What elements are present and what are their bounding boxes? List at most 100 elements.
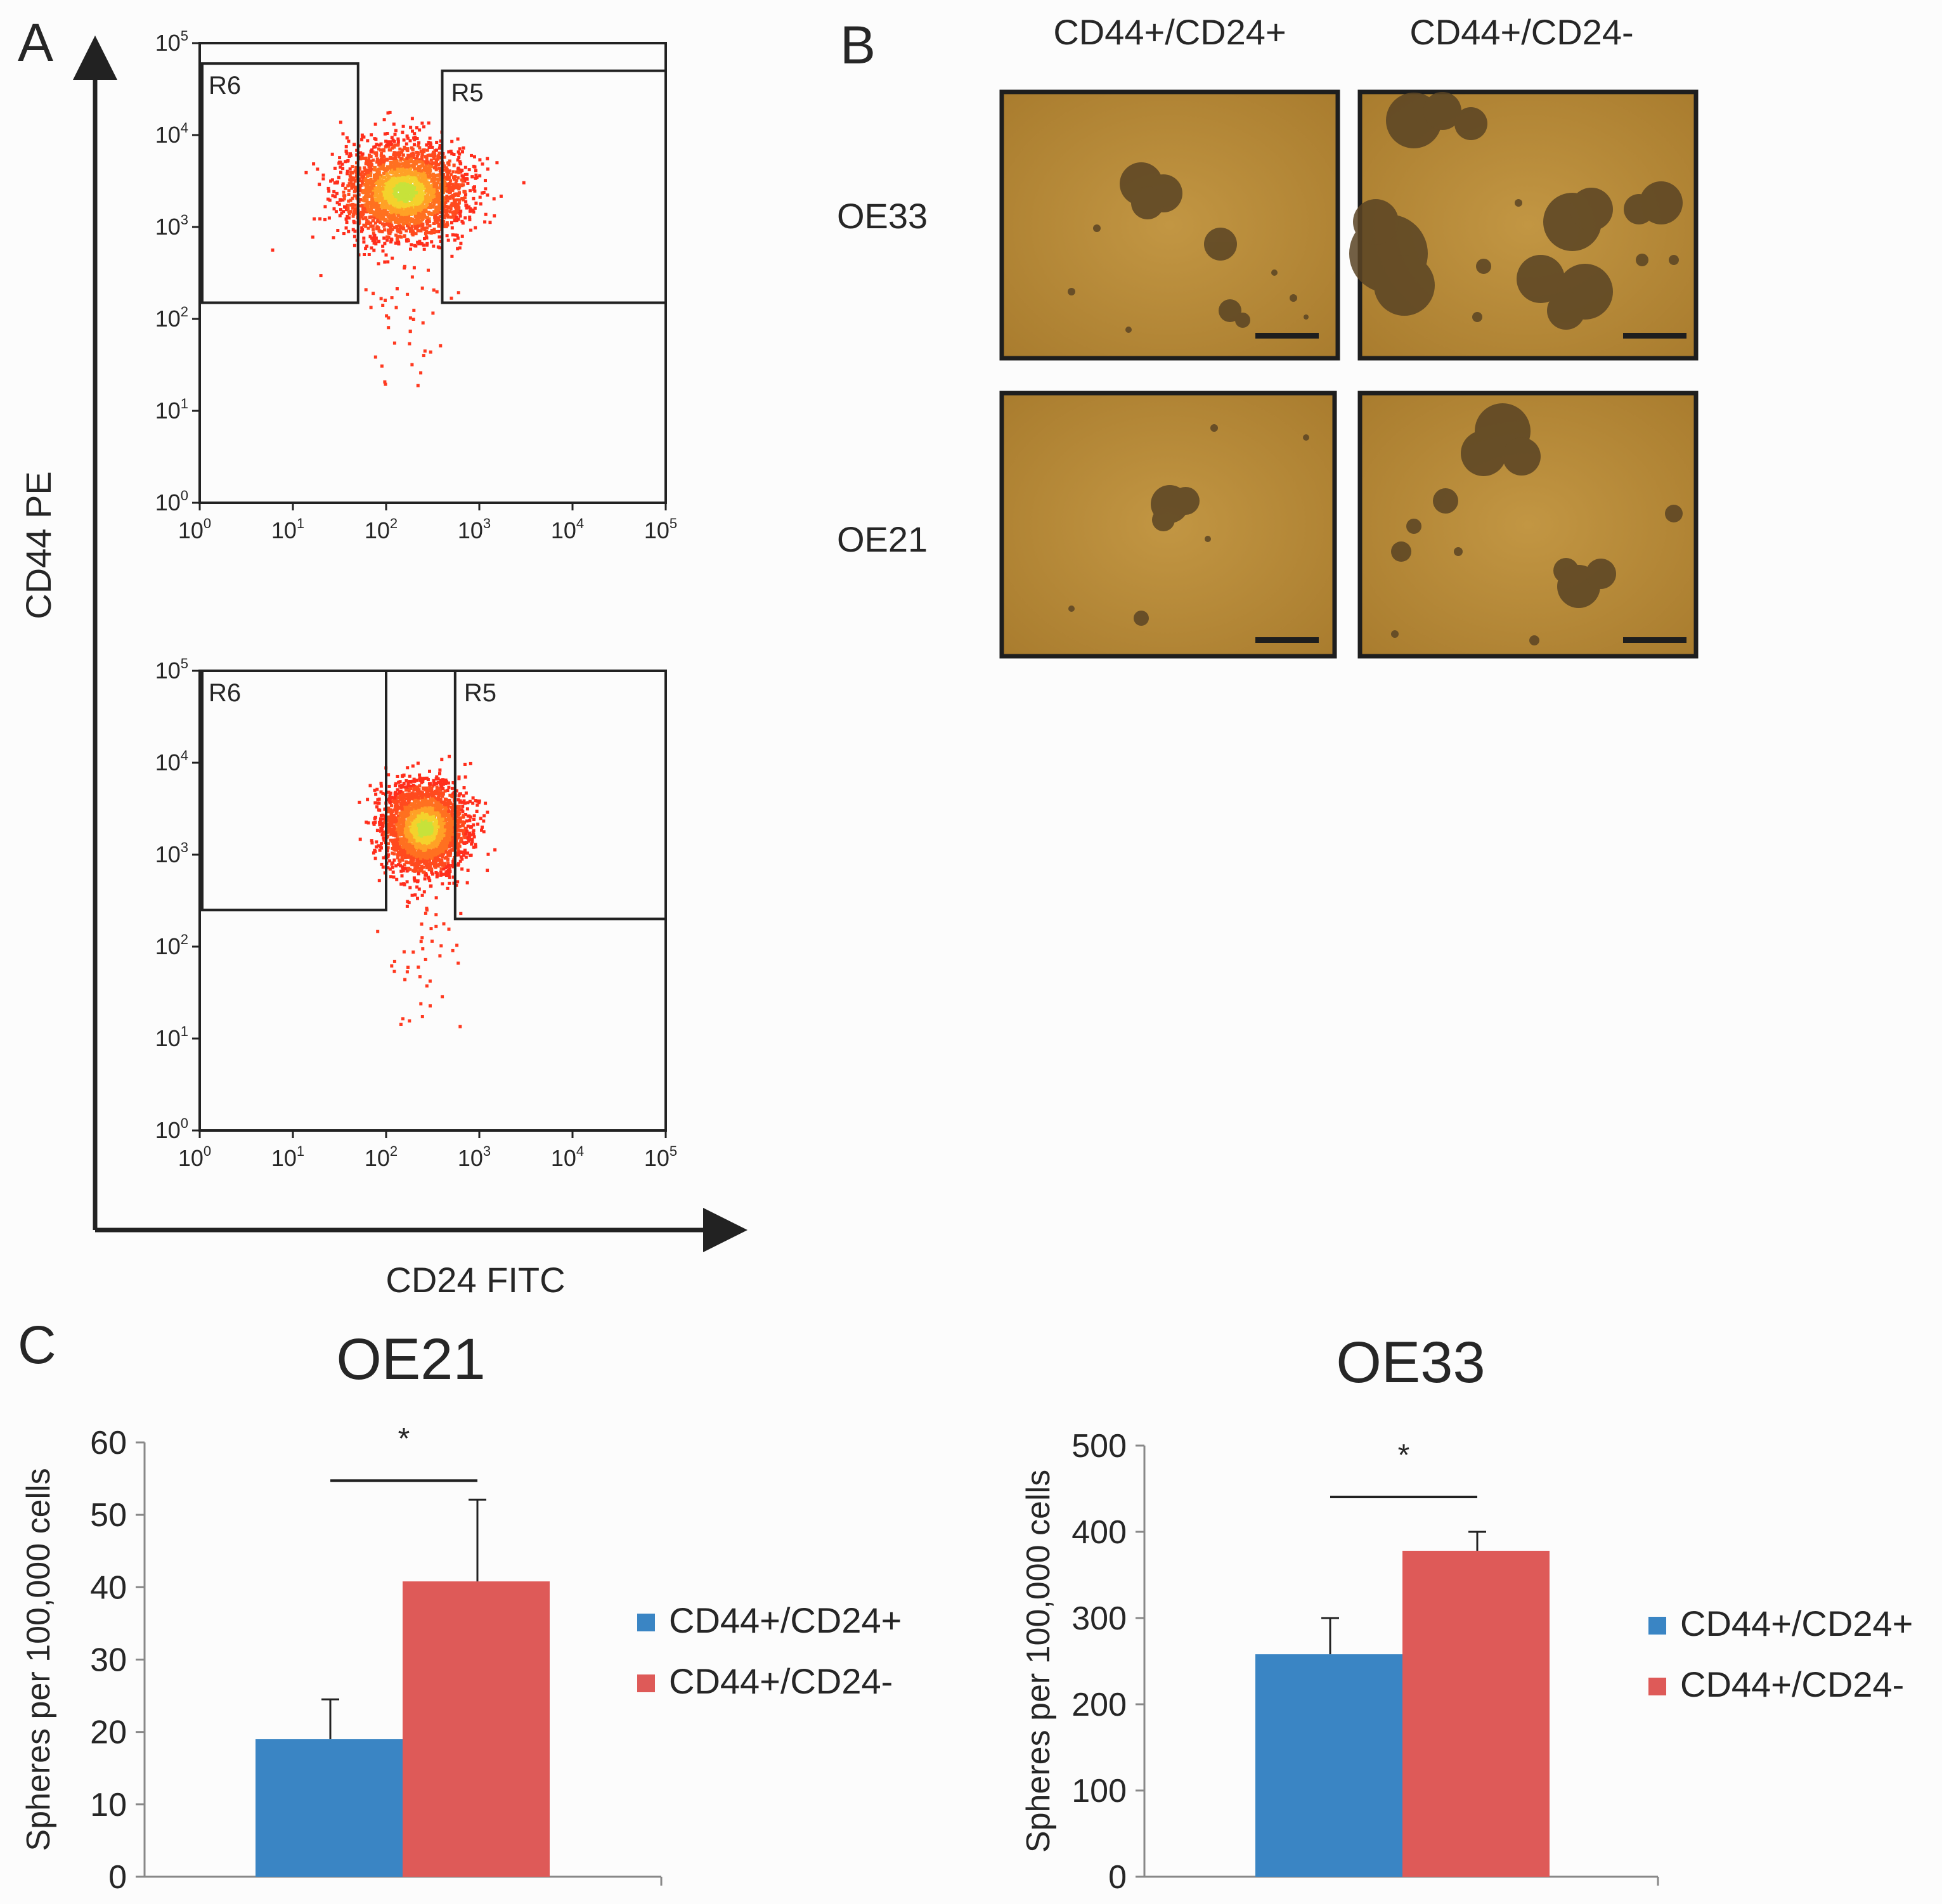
event-dot [391, 171, 394, 174]
event-dot [420, 121, 424, 125]
event-dot [411, 805, 415, 808]
event-dot [397, 162, 401, 165]
event-dot [446, 215, 450, 219]
event-dot [403, 853, 406, 857]
event-dot [455, 883, 458, 887]
event-dot [401, 217, 405, 221]
event-dot [380, 160, 384, 164]
event-dot [372, 159, 375, 162]
event-dot [386, 177, 390, 181]
event-dot [394, 190, 398, 194]
event-dot [411, 779, 415, 783]
event-dot [401, 858, 405, 862]
event-dot [428, 153, 432, 157]
event-dot [450, 152, 454, 155]
event-dot [333, 181, 337, 185]
event-dot [425, 166, 429, 170]
event-dot [443, 225, 447, 228]
event-dot [344, 145, 348, 148]
event-dot [391, 195, 395, 199]
event-dot [439, 779, 443, 782]
event-dot [406, 804, 410, 808]
event-dot [396, 228, 399, 231]
event-dot [382, 184, 385, 188]
event-dot [456, 844, 460, 848]
event-dot [398, 860, 402, 864]
event-dot [407, 189, 411, 193]
event-dot [395, 878, 399, 881]
event-dot [386, 822, 390, 826]
event-dot [396, 239, 399, 243]
event-dot [424, 872, 428, 875]
event-dot [351, 228, 355, 231]
event-dot [372, 213, 376, 217]
event-dot [369, 169, 372, 172]
event-dot [361, 204, 365, 207]
event-dot [437, 230, 441, 233]
event-dot [344, 226, 348, 230]
event-dot [413, 214, 417, 217]
event-dot [459, 840, 463, 844]
event-dot [450, 215, 453, 219]
event-dot [394, 151, 398, 155]
event-dot [398, 185, 402, 189]
event-dot [435, 792, 439, 795]
event-dot [405, 880, 409, 884]
event-dot [407, 861, 411, 865]
event-dot [399, 189, 403, 193]
event-dot [392, 217, 396, 221]
event-dot [359, 204, 363, 208]
event-dot [456, 835, 460, 839]
event-dot [455, 186, 459, 190]
event-dot [346, 204, 349, 207]
event-dot [424, 189, 428, 193]
event-dot [399, 869, 403, 873]
event-dot [419, 150, 423, 153]
event-dot [332, 190, 336, 193]
event-dot [349, 203, 353, 207]
event-dot [417, 158, 421, 162]
event-dot [399, 177, 403, 181]
event-dot [435, 200, 439, 204]
event-dot [383, 832, 386, 836]
event-dot [473, 165, 477, 169]
event-dot [360, 230, 363, 233]
event-dot [381, 212, 385, 216]
event-dot [400, 205, 404, 209]
event-dot [410, 791, 414, 795]
event-dot [409, 787, 413, 791]
event-dot [335, 191, 339, 195]
event-dot [414, 173, 418, 177]
event-dot [420, 286, 424, 290]
event-dot [384, 145, 387, 149]
event-dot [385, 819, 389, 822]
event-dot [443, 809, 446, 813]
event-dot [370, 149, 373, 153]
event-dot [402, 821, 406, 824]
event-dot [346, 214, 349, 218]
event-dot [394, 799, 398, 803]
event-dot [389, 193, 392, 196]
event-dot [389, 791, 392, 795]
event-dot [452, 153, 456, 156]
event-dot [375, 845, 379, 849]
event-dot [387, 326, 391, 330]
event-dot [416, 897, 419, 900]
event-dot [416, 224, 420, 228]
event-dot [440, 831, 444, 835]
event-dot [458, 214, 462, 218]
event-dot [458, 198, 461, 202]
event-dot [339, 160, 342, 164]
event-dot [410, 794, 413, 798]
panel-a-x-axis-label: CD24 FITC [385, 1260, 565, 1300]
event-dot [432, 198, 436, 202]
event-dot [373, 850, 377, 853]
event-dot [403, 181, 406, 185]
event-dot [363, 183, 367, 186]
event-dot [405, 808, 408, 812]
event-dot [463, 216, 467, 220]
event-dot [446, 238, 450, 242]
event-dot [442, 872, 446, 876]
event-dot [424, 179, 428, 183]
event-dot [432, 202, 436, 205]
